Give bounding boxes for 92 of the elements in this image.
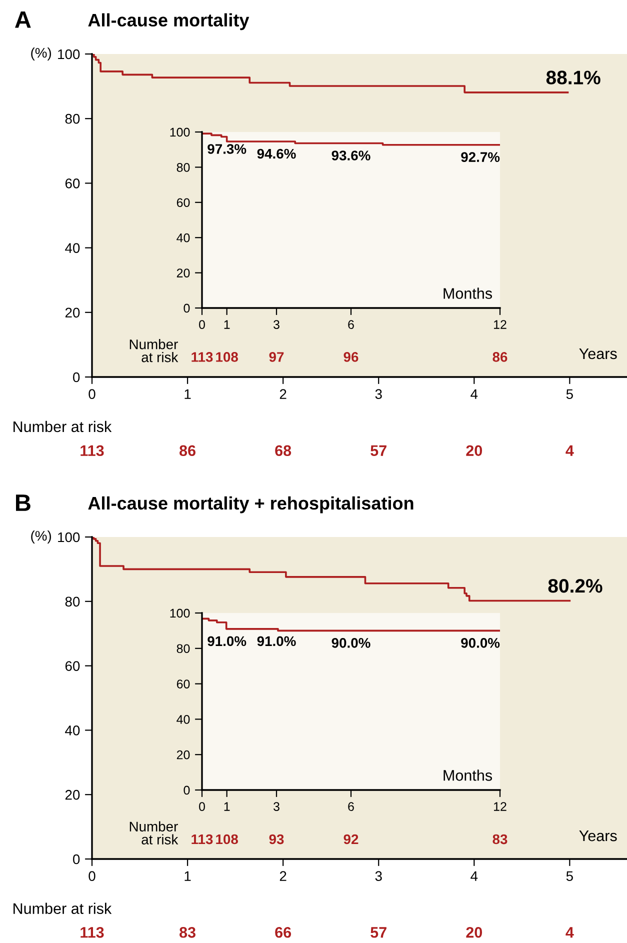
text: 113 xyxy=(80,445,104,456)
y-axis-title: (%) xyxy=(31,48,52,60)
annotation: 83 xyxy=(492,834,508,844)
annotation: 97 xyxy=(269,352,284,362)
text: 20 xyxy=(466,445,482,456)
x-tick-label: 6 xyxy=(348,802,354,811)
x-tick-label: 1 xyxy=(224,802,230,811)
annotation: 80.2% xyxy=(548,578,602,593)
x-tick-label: 12 xyxy=(494,802,506,811)
x-tick-label: 5 xyxy=(566,389,573,400)
annotation: 90.0% xyxy=(461,638,500,648)
y-tick-label: 20 xyxy=(65,790,80,800)
annotation: 96 xyxy=(344,352,358,362)
y-tick-label: 0 xyxy=(184,304,190,313)
y-tick-label: 80 xyxy=(176,644,190,654)
annotation: 92 xyxy=(344,834,358,844)
y-tick-label: 0 xyxy=(73,372,80,382)
y-tick-label: 0 xyxy=(184,786,190,795)
annotation: 108 xyxy=(216,834,238,844)
y-tick-label: 40 xyxy=(176,233,190,242)
x-tick-label: 0 xyxy=(88,389,96,400)
y-tick-label: 100 xyxy=(170,608,190,618)
y-tick-label: 80 xyxy=(176,163,190,172)
x-tick-label: 0 xyxy=(88,871,96,882)
annotation: 93 xyxy=(269,834,284,844)
y-tick-label: 40 xyxy=(176,715,190,724)
y-tick-label: 40 xyxy=(65,726,80,736)
text: Number at risk xyxy=(14,902,112,914)
y-tick-label: 60 xyxy=(176,680,190,688)
x-tick-label: 6 xyxy=(348,320,354,329)
text: 86 xyxy=(180,445,196,456)
x-tick-label: 5 xyxy=(566,871,573,882)
x-axis-title: Years xyxy=(579,830,617,842)
x-tick-label: 3 xyxy=(375,389,382,400)
annotation: 97.3% xyxy=(208,144,246,154)
text: 4 xyxy=(566,445,574,456)
y-tick-label: 100 xyxy=(58,532,80,542)
text: 66 xyxy=(275,926,292,938)
chart-title: All-cause mortality xyxy=(88,13,250,30)
annotation: 108 xyxy=(216,352,238,362)
text: 20 xyxy=(466,926,482,938)
annotation: Number at risk xyxy=(130,339,178,362)
y-axis-title: (%) xyxy=(31,530,52,544)
annotation: Number at risk xyxy=(130,821,178,844)
x-tick-label: 1 xyxy=(184,871,191,881)
x-axis-title: Years xyxy=(579,348,617,360)
text: 57 xyxy=(370,927,386,938)
y-tick-label: 0 xyxy=(73,854,80,864)
annotation: 92.7% xyxy=(461,152,500,162)
annotation: 113 xyxy=(192,352,213,362)
y-tick-label: 100 xyxy=(170,128,190,137)
chart-title: All-cause mortality + rehospitalisation xyxy=(88,496,414,514)
annotation: 88.1% xyxy=(546,70,600,84)
x-tick-label: 0 xyxy=(199,320,205,329)
x-tick-label: 12 xyxy=(494,320,506,329)
y-tick-label: 20 xyxy=(65,308,80,318)
y-tick-label: 100 xyxy=(58,49,80,60)
text: 83 xyxy=(180,926,196,938)
annotation: 91.0% xyxy=(257,636,296,646)
x-axis-title: Months xyxy=(444,288,492,299)
y-tick-label: 80 xyxy=(65,114,80,124)
text: A xyxy=(15,12,31,28)
text: B xyxy=(16,494,30,511)
annotation: 93.6% xyxy=(332,150,370,160)
text: 68 xyxy=(275,445,292,456)
x-tick-label: 3 xyxy=(375,871,382,882)
y-tick-label: 80 xyxy=(65,596,80,607)
x-tick-label: 4 xyxy=(470,389,478,399)
x-tick-label: 4 xyxy=(470,871,478,881)
x-tick-label: 1 xyxy=(224,320,230,329)
y-tick-label: 60 xyxy=(176,198,190,208)
annotation: 91.0% xyxy=(208,636,246,646)
annotation: 86 xyxy=(492,352,508,362)
text: Number at risk xyxy=(14,420,112,432)
annotation: 90.0% xyxy=(332,638,370,648)
annotation: 94.6% xyxy=(257,148,296,159)
x-tick-label: 3 xyxy=(274,802,280,811)
x-tick-label: 2 xyxy=(280,871,286,881)
x-tick-label: 0 xyxy=(199,802,205,811)
text: 113 xyxy=(80,926,104,938)
text: 57 xyxy=(370,445,386,456)
y-tick-label: 40 xyxy=(65,243,80,253)
text: 4 xyxy=(566,927,574,938)
x-tick-label: 2 xyxy=(280,389,286,399)
annotation: 113 xyxy=(192,834,213,844)
y-tick-label: 20 xyxy=(176,750,190,760)
y-tick-label: 60 xyxy=(65,178,80,188)
x-tick-label: 1 xyxy=(184,389,191,399)
y-tick-label: 20 xyxy=(176,268,190,278)
y-tick-label: 60 xyxy=(65,661,80,671)
x-tick-label: 3 xyxy=(274,320,280,329)
x-axis-title: Months xyxy=(444,770,492,781)
